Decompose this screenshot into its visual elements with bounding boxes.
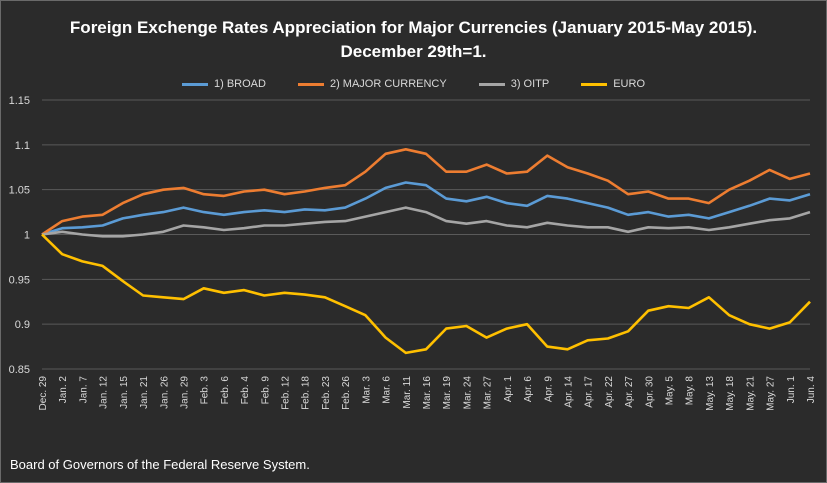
x-tick-label: Jan. 26 <box>159 376 170 409</box>
chart-title: Foreign Exchenge Rates Appreciation for … <box>0 16 827 64</box>
y-tick-label: 1.1 <box>15 140 30 152</box>
x-tick-label: Mar. 11 <box>402 376 413 409</box>
y-tick-label: 0.85 <box>9 364 30 376</box>
legend-label-major-currency: 2) MAJOR CURRENCY <box>329 78 447 90</box>
y-tick-label: 1 <box>24 230 30 242</box>
y-tick-label: 1.15 <box>9 95 30 107</box>
x-tick-label: Jan. 7 <box>78 376 89 404</box>
x-tick-label: Dec. 29 <box>38 376 49 411</box>
x-tick-label: Mar. 3 <box>361 376 372 404</box>
y-tick-label: 1.05 <box>9 185 30 197</box>
y-tick-label: 0.95 <box>9 274 30 286</box>
x-tick-label: Apr. 9 <box>543 376 554 403</box>
x-tick-label: May. 27 <box>766 376 777 411</box>
x-tick-label: Apr. 30 <box>644 376 655 408</box>
chart-legend: 1) BROAD 2) MAJOR CURRENCY 3) OITP EURO <box>0 78 827 90</box>
y-tick-label: 0.9 <box>15 319 30 331</box>
chart-title-line2: December 29th=1. <box>340 42 487 61</box>
legend-swatch-broad <box>182 82 208 86</box>
x-tick-label: Mar. 16 <box>422 376 433 410</box>
x-tick-label: May. 13 <box>705 376 716 411</box>
legend-item-broad: 1) BROAD <box>182 78 266 90</box>
x-tick-label: Feb. 4 <box>240 376 251 405</box>
series-line-major-currency <box>41 148 811 236</box>
series-line-oitp <box>41 206 811 238</box>
x-tick-label: Apr. 6 <box>523 376 534 403</box>
x-tick-label: Feb. 12 <box>281 376 292 410</box>
legend-label-euro: EURO <box>613 78 645 90</box>
legend-item-oitp: 3) OITP <box>478 78 550 90</box>
x-tick-label: Mar. 6 <box>382 376 393 404</box>
x-tick-label: Feb. 23 <box>321 376 332 410</box>
x-tick-label: Feb. 26 <box>341 376 352 410</box>
x-tick-label: Apr. 1 <box>503 376 514 403</box>
chart-title-line1: Foreign Exchenge Rates Appreciation for … <box>69 18 758 37</box>
legend-label-broad: 1) BROAD <box>214 78 266 90</box>
x-tick-label: Jan. 29 <box>179 376 190 409</box>
x-tick-label: Jan. 12 <box>99 376 110 409</box>
x-tick-label: Mar. 27 <box>483 376 494 410</box>
x-tick-label: Feb. 18 <box>301 376 312 410</box>
x-tick-label: Jan. 21 <box>139 376 150 409</box>
legend-label-oitp: 3) OITP <box>510 78 550 90</box>
x-tick-label: Jan. 2 <box>58 376 69 404</box>
x-tick-label: Feb. 6 <box>220 376 231 405</box>
legend-item-major-currency: 2) MAJOR CURRENCY <box>297 78 447 90</box>
series-line-broad <box>41 181 811 236</box>
x-tick-label: May. 5 <box>665 376 676 406</box>
x-tick-label: Jan. 15 <box>119 376 130 409</box>
x-tick-label: Jun. 1 <box>786 376 797 404</box>
x-tick-label: Jun. 4 <box>806 376 817 404</box>
legend-swatch-oitp <box>478 82 505 86</box>
x-tick-label: Apr. 14 <box>563 376 574 408</box>
x-tick-label: Mar. 24 <box>462 376 473 410</box>
x-tick-label: Apr. 22 <box>604 376 615 408</box>
x-tick-label: May. 21 <box>745 376 756 411</box>
series-line-euro <box>41 233 811 355</box>
legend-swatch-major-currency <box>297 82 324 86</box>
x-tick-label: Mar. 19 <box>442 376 453 410</box>
legend-item-euro: EURO <box>581 78 645 90</box>
x-tick-label: May. 18 <box>725 376 736 411</box>
x-tick-label: Apr. 17 <box>584 376 595 408</box>
x-tick-label: Feb. 3 <box>200 376 211 405</box>
x-tick-label: May. 8 <box>685 376 696 406</box>
x-tick-label: Apr. 27 <box>624 376 635 408</box>
legend-swatch-euro <box>581 82 608 86</box>
x-tick-label: Feb. 9 <box>260 376 271 405</box>
source-note: Board of Governors of the Federal Reserv… <box>10 457 310 472</box>
